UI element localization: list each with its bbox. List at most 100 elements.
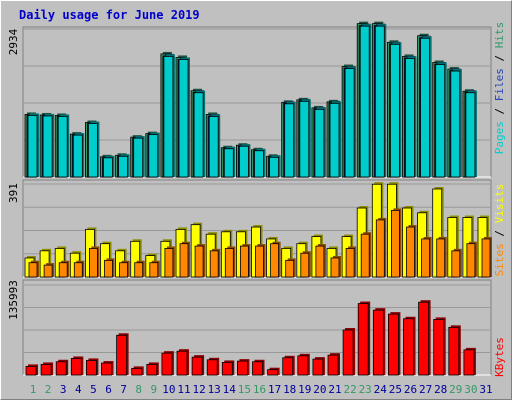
x-tick-label: 10 bbox=[162, 383, 175, 396]
x-tick-label: 27 bbox=[419, 383, 432, 396]
panel-2-legend: Sites / Visits bbox=[493, 184, 506, 277]
kbytes-bar bbox=[463, 349, 475, 376]
sites-bar bbox=[224, 248, 234, 278]
kbytes-bar bbox=[40, 364, 52, 376]
pages-bar bbox=[420, 37, 431, 178]
sites-bar bbox=[390, 210, 400, 278]
pages-bar bbox=[314, 109, 325, 178]
legend-hits: Hits bbox=[493, 22, 506, 49]
sites-bar bbox=[209, 250, 219, 278]
x-tick-label: 17 bbox=[268, 383, 281, 396]
pages-bar bbox=[133, 137, 144, 178]
pages-bar bbox=[88, 123, 98, 178]
x-tick-label: 21 bbox=[328, 383, 341, 396]
sites-bar bbox=[119, 262, 128, 278]
sites-bar bbox=[285, 259, 295, 278]
kbytes-bar bbox=[448, 326, 460, 376]
sites-bar bbox=[345, 248, 355, 278]
sites-bar bbox=[451, 250, 461, 278]
sites-bar bbox=[73, 262, 83, 278]
pages-bar bbox=[435, 64, 446, 178]
kbytes-bar bbox=[25, 365, 37, 376]
kbytes-bar bbox=[161, 352, 173, 376]
pages-bar bbox=[238, 145, 249, 178]
x-tick-label: 19 bbox=[298, 383, 311, 396]
kbytes-bar bbox=[372, 309, 384, 376]
sites-bar bbox=[179, 243, 189, 278]
x-tick-label: 25 bbox=[389, 383, 402, 396]
kbytes-bar bbox=[86, 360, 97, 376]
sites-bar bbox=[194, 245, 204, 278]
legend-files: Files bbox=[493, 68, 506, 101]
pages-bar bbox=[57, 116, 68, 178]
pages-bar bbox=[465, 92, 476, 178]
kbytes-bar bbox=[342, 329, 354, 376]
legend-pages: Pages bbox=[493, 121, 506, 154]
x-tick-label: 28 bbox=[434, 383, 447, 396]
kbytes-bar bbox=[116, 334, 127, 376]
x-tick-label: 22 bbox=[343, 383, 356, 396]
x-tick-label: 9 bbox=[150, 383, 157, 396]
x-tick-label: 14 bbox=[223, 383, 237, 396]
x-tick-label: 5 bbox=[90, 383, 97, 396]
panel-3-legend: KBytes bbox=[493, 337, 506, 377]
sites-bar bbox=[300, 252, 310, 278]
x-tick-label: 31 bbox=[479, 383, 492, 396]
pages-bar bbox=[223, 148, 234, 178]
sites-bar bbox=[421, 238, 431, 278]
x-tick-label: 11 bbox=[177, 383, 190, 396]
x-tick-label: 13 bbox=[208, 383, 221, 396]
kbytes-bar bbox=[252, 361, 263, 376]
x-tick-label: 12 bbox=[192, 383, 205, 396]
pages-bar bbox=[299, 100, 310, 178]
kbytes-bar bbox=[55, 361, 67, 376]
x-tick-label: 15 bbox=[238, 383, 251, 396]
x-tick-label: 26 bbox=[404, 383, 417, 396]
pages-bar bbox=[72, 134, 83, 178]
sites-bar bbox=[28, 262, 38, 278]
sites-bar bbox=[164, 248, 174, 278]
sites-bar bbox=[466, 243, 476, 278]
sites-bar bbox=[239, 245, 249, 278]
x-tick-label: 8 bbox=[135, 383, 142, 396]
pages-bar bbox=[254, 150, 264, 178]
chart-title: Daily usage for June 2019 bbox=[19, 8, 200, 22]
pages-bar bbox=[269, 156, 280, 178]
x-tick-label: 7 bbox=[120, 383, 127, 396]
sites-bar bbox=[360, 233, 370, 278]
pages-bar bbox=[450, 70, 461, 178]
kbytes-bar bbox=[191, 356, 203, 376]
legend-sites: Sites bbox=[493, 243, 506, 276]
sites-bar bbox=[89, 248, 98, 278]
kbytes-bar bbox=[357, 303, 369, 376]
panel-3-max-label: 135993 bbox=[7, 280, 20, 320]
pages-bar bbox=[284, 103, 295, 178]
x-tick-label: 18 bbox=[283, 383, 296, 396]
x-tick-label: 16 bbox=[253, 383, 266, 396]
sites-bar bbox=[149, 262, 159, 278]
kbytes-bar bbox=[70, 358, 82, 376]
x-tick-label: 20 bbox=[313, 383, 326, 396]
sites-bar bbox=[315, 245, 325, 278]
kbytes-bar bbox=[387, 313, 399, 376]
panel-2-max-label: 391 bbox=[7, 183, 20, 203]
pages-bar bbox=[193, 92, 204, 178]
sites-bar bbox=[43, 264, 53, 278]
kbytes-bar bbox=[312, 358, 324, 376]
x-tick-label: 6 bbox=[105, 383, 112, 396]
kbytes-bar bbox=[221, 362, 233, 376]
sites-bar bbox=[270, 243, 280, 278]
kbytes-bar bbox=[146, 364, 158, 376]
sites-bar bbox=[104, 259, 113, 278]
pages-bar bbox=[42, 115, 53, 178]
sites-bar bbox=[255, 245, 264, 278]
kbytes-bar bbox=[206, 359, 218, 376]
pages-bar bbox=[344, 68, 355, 178]
kbytes-bar bbox=[282, 357, 294, 376]
x-tick-label: 23 bbox=[359, 383, 372, 396]
x-tick-label: 24 bbox=[374, 383, 388, 396]
kbytes-bar bbox=[297, 355, 309, 376]
pages-bar bbox=[359, 25, 370, 178]
pages-bar bbox=[118, 155, 128, 178]
sites-bar bbox=[481, 238, 491, 278]
